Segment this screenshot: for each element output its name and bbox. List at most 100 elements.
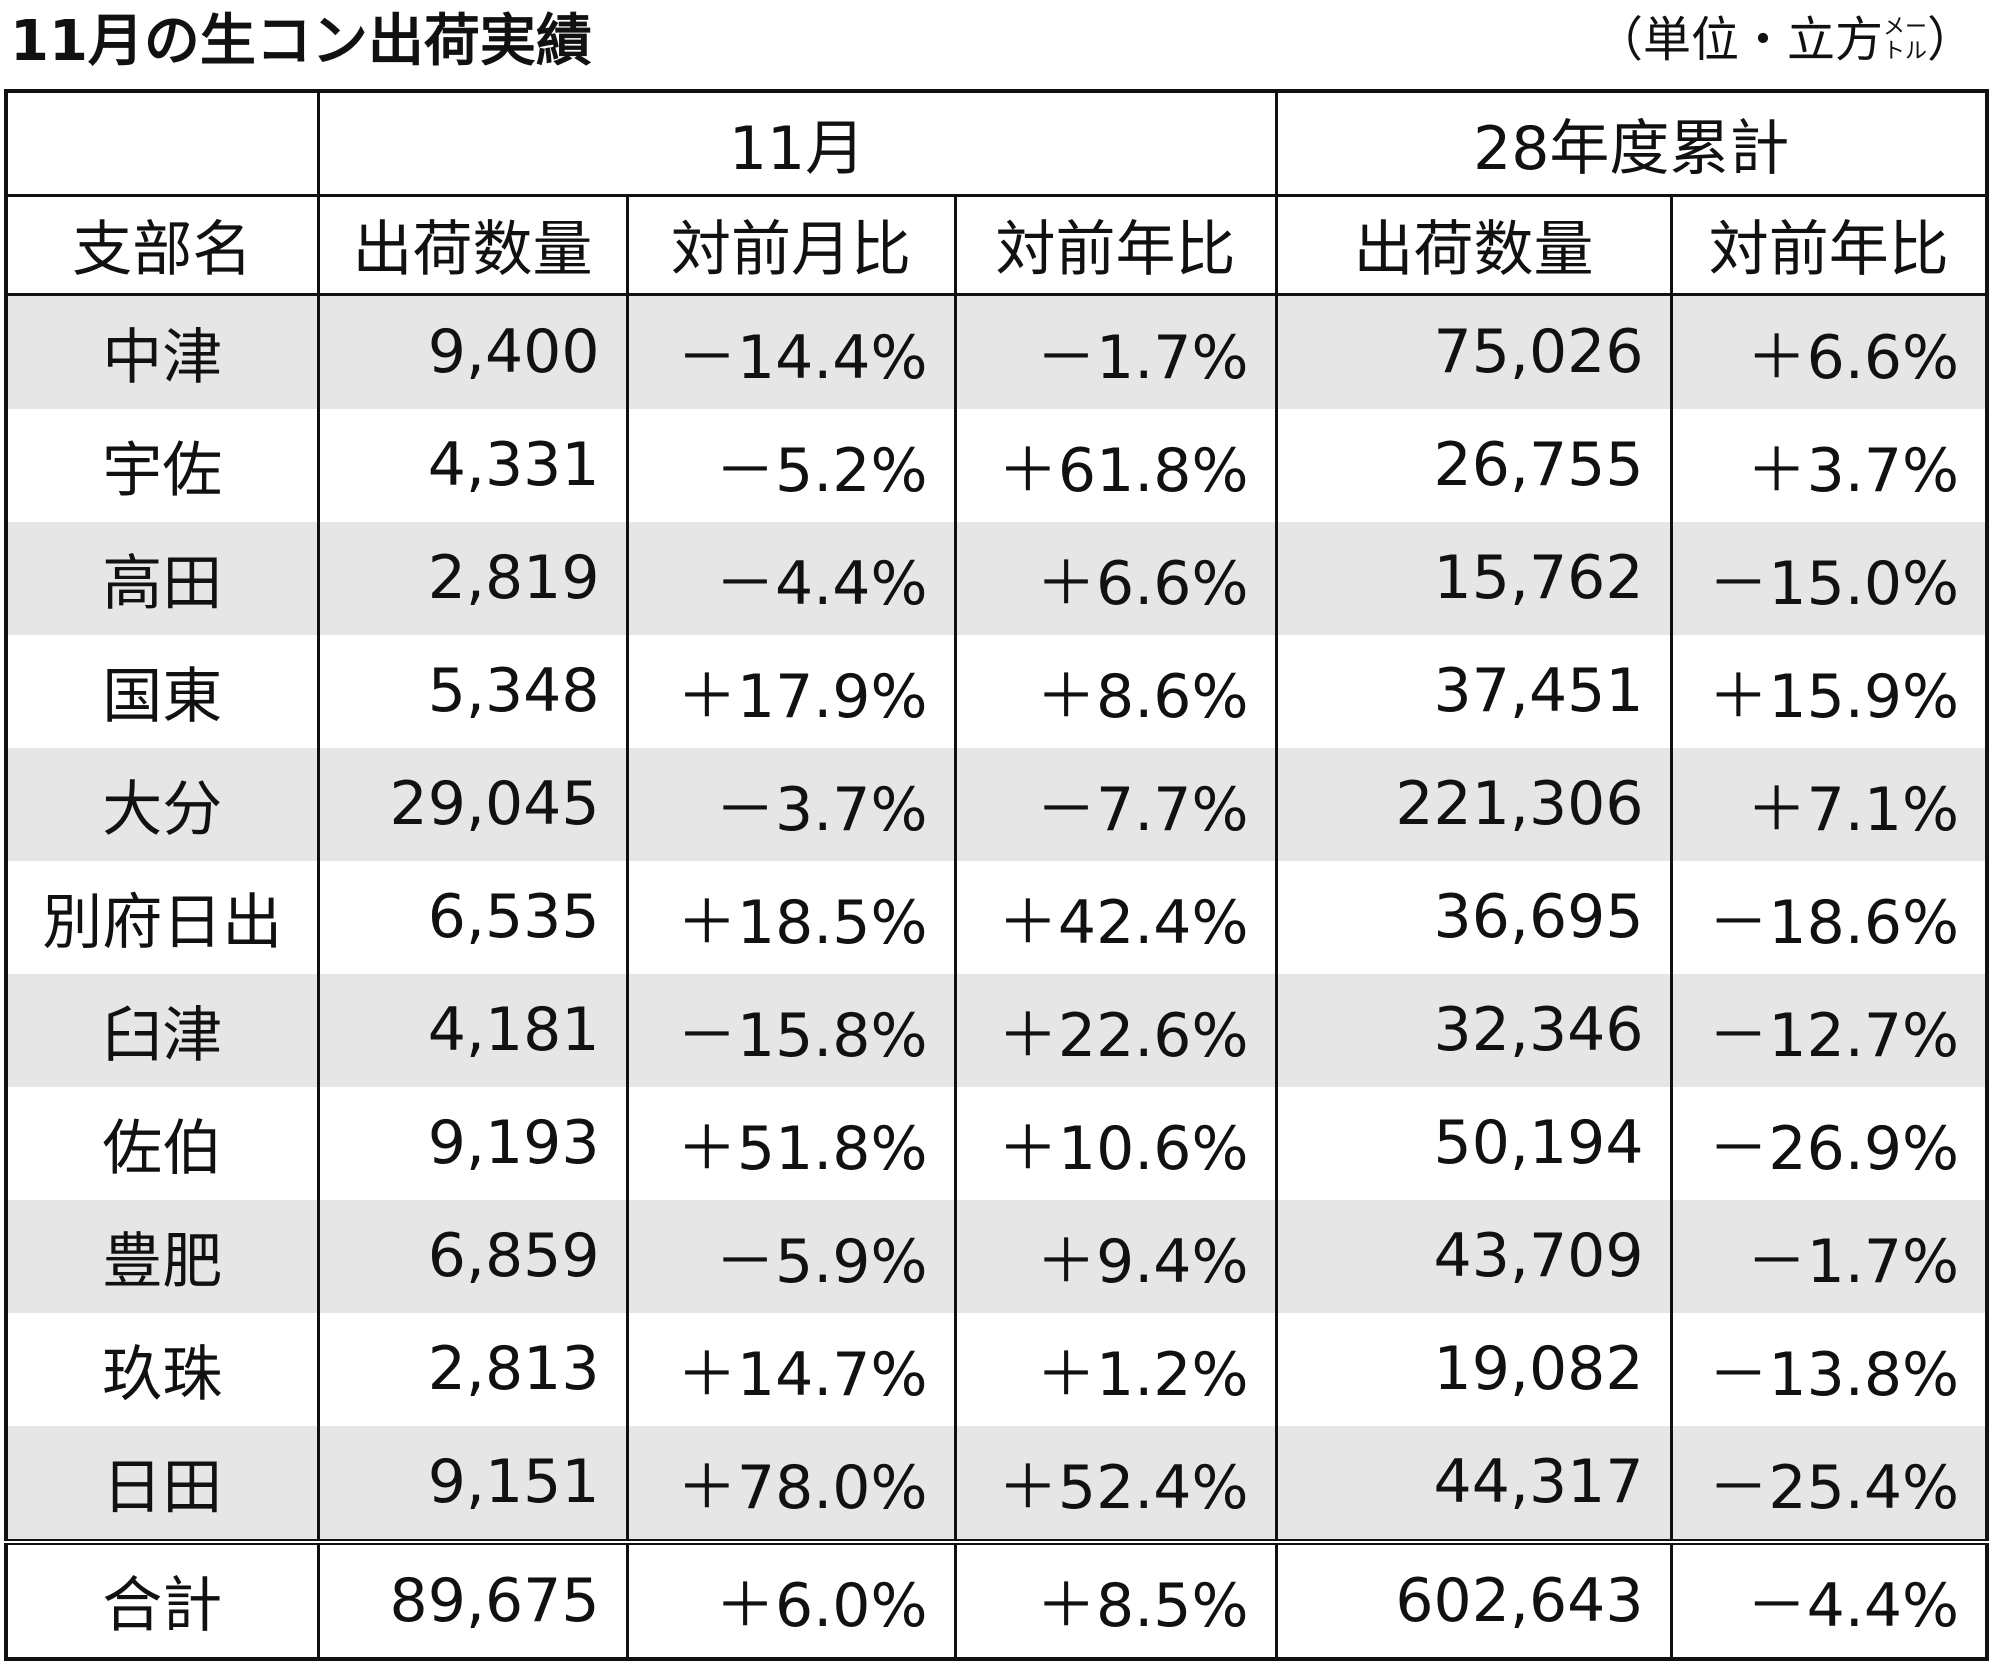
cell: ＋6.6% — [1669, 294, 1989, 409]
column-header: 対前年比 — [953, 195, 1278, 296]
cell: ＋42.4% — [953, 860, 1278, 974]
cell: 2,813 — [316, 1312, 629, 1426]
unit-small: メー トル — [1883, 16, 1927, 64]
cell: －26.9% — [1669, 1086, 1989, 1200]
column-header: 対前月比 — [625, 195, 957, 296]
cell: 44,317 — [1274, 1425, 1673, 1542]
branch-name: 玖珠 — [4, 1312, 320, 1426]
column-header: 支部名 — [4, 195, 320, 296]
cell: －12.7% — [1669, 973, 1989, 1087]
cell: 2,819 — [316, 521, 629, 635]
data-row: 佐伯 9,193 ＋51.8% ＋10.6% 50,194 －26.9% — [4, 1086, 1989, 1200]
cell: 4,181 — [316, 973, 629, 1087]
branch-name: 日田 — [4, 1425, 320, 1542]
total-cell: ＋6.0% — [625, 1538, 957, 1659]
cell: ＋52.4% — [953, 1425, 1278, 1542]
cell: 15,762 — [1274, 521, 1673, 635]
cell: 43,709 — [1274, 1199, 1673, 1313]
data-row: 高田 2,819 －4.4% ＋6.6% 15,762 －15.0% — [4, 521, 1989, 635]
branch-name: 高田 — [4, 521, 320, 635]
data-row: 別府日出 6,535 ＋18.5% ＋42.4% 36,695 －18.6% — [4, 860, 1989, 974]
cell: ＋61.8% — [953, 408, 1278, 522]
data-row: 大分 29,045 －3.7% －7.7% 221,306 ＋7.1% — [4, 747, 1989, 861]
branch-name: 中津 — [4, 294, 320, 409]
group-header-row: 11月 28年度累計 — [4, 91, 1989, 197]
branch-name: 臼津 — [4, 973, 320, 1087]
cell: －5.9% — [625, 1199, 957, 1313]
cell: ＋22.6% — [953, 973, 1278, 1087]
cell: 50,194 — [1274, 1086, 1673, 1200]
cell: 37,451 — [1274, 634, 1673, 748]
cell: ＋51.8% — [625, 1086, 957, 1200]
cell: －5.2% — [625, 408, 957, 522]
total-row: 合計 89,675 ＋6.0% ＋8.5% 602,643 －4.4% — [4, 1538, 1989, 1659]
cell: ＋14.7% — [625, 1312, 957, 1426]
column-header-row: 支部名 出荷数量 対前月比 対前年比 出荷数量 対前年比 — [4, 195, 1989, 296]
title: 11月の生コン出荷実績 — [10, 9, 592, 74]
cell: 75,026 — [1274, 294, 1673, 409]
data-row: 中津 9,400 －14.4% －1.7% 75,026 ＋6.6% — [4, 294, 1989, 409]
group-header: 28年度累計 — [1274, 91, 1989, 197]
branch-name: 大分 — [4, 747, 320, 861]
cell: －15.0% — [1669, 521, 1989, 635]
data-row: 玖珠 2,813 ＋14.7% ＋1.2% 19,082 －13.8% — [4, 1312, 1989, 1426]
cell: ＋17.9% — [625, 634, 957, 748]
column-header: 出荷数量 — [1274, 195, 1673, 296]
cell: 5,348 — [316, 634, 629, 748]
cell: －1.7% — [953, 294, 1278, 409]
cell: ＋15.9% — [1669, 634, 1989, 748]
cell: 4,331 — [316, 408, 629, 522]
data-row: 豊肥 6,859 －5.9% ＋9.4% 43,709 －1.7% — [4, 1199, 1989, 1313]
group-header: 11月 — [316, 91, 1278, 197]
total-cell: 602,643 — [1274, 1538, 1673, 1659]
table: 11月 28年度累計 支部名 出荷数量 対前月比 対前年比 出荷数量 対前年比 中津 9,400 －… — [4, 89, 1989, 1661]
cell: －7.7% — [953, 747, 1278, 861]
cell: 36,695 — [1274, 860, 1673, 974]
total-label: 合計 — [4, 1538, 320, 1659]
cell: 9,151 — [316, 1425, 629, 1542]
unit-text: （単位・立方 — [1594, 12, 1883, 68]
cell: 26,755 — [1274, 408, 1673, 522]
column-header: 対前年比 — [1669, 195, 1989, 296]
branch-name: 国東 — [4, 634, 320, 748]
cell: ＋9.4% — [953, 1199, 1278, 1313]
unit-small-bottom: トル — [1882, 39, 1927, 64]
cell: 9,400 — [316, 294, 629, 409]
cell: 32,346 — [1274, 973, 1673, 1087]
cell: ＋1.2% — [953, 1312, 1278, 1426]
branch-name: 宇佐 — [4, 408, 320, 522]
cell: ＋10.6% — [953, 1086, 1278, 1200]
data-row: 日田 9,151 ＋78.0% ＋52.4% 44,317 －25.4% — [4, 1425, 1989, 1542]
cell: －3.7% — [625, 747, 957, 861]
cell: 19,082 — [1274, 1312, 1673, 1426]
cell: ＋18.5% — [625, 860, 957, 974]
cell: 6,859 — [316, 1199, 629, 1313]
cell: ＋3.7% — [1669, 408, 1989, 522]
cell: －13.8% — [1669, 1312, 1989, 1426]
cell: －25.4% — [1669, 1425, 1989, 1542]
branch-name: 豊肥 — [4, 1199, 320, 1313]
unit-small-top: メー — [1882, 15, 1927, 40]
data-row: 宇佐 4,331 －5.2% ＋61.8% 26,755 ＋3.7% — [4, 408, 1989, 522]
unit: （単位・立方 メー トル ） — [1595, 4, 1975, 76]
total-cell: －4.4% — [1669, 1538, 1989, 1659]
data-row: 臼津 4,181 －15.8% ＋22.6% 32,346 －12.7% — [4, 973, 1989, 1087]
cell: ＋78.0% — [625, 1425, 957, 1542]
empty-cell — [4, 91, 320, 197]
total-cell: 89,675 — [316, 1538, 629, 1659]
cell: ＋6.6% — [953, 521, 1278, 635]
branch-name: 別府日出 — [4, 860, 320, 974]
cell: 29,045 — [316, 747, 629, 861]
cell: －15.8% — [625, 973, 957, 1087]
column-header: 出荷数量 — [316, 195, 629, 296]
total-cell: ＋8.5% — [953, 1538, 1278, 1659]
unit-text: ） — [1926, 12, 1975, 68]
cell: －18.6% — [1669, 860, 1989, 974]
cell: 6,535 — [316, 860, 629, 974]
branch-name: 佐伯 — [4, 1086, 320, 1200]
cell: 9,193 — [316, 1086, 629, 1200]
cell: －1.7% — [1669, 1199, 1989, 1313]
data-row: 国東 5,348 ＋17.9% ＋8.6% 37,451 ＋15.9% — [4, 634, 1989, 748]
cell: －4.4% — [625, 521, 957, 635]
